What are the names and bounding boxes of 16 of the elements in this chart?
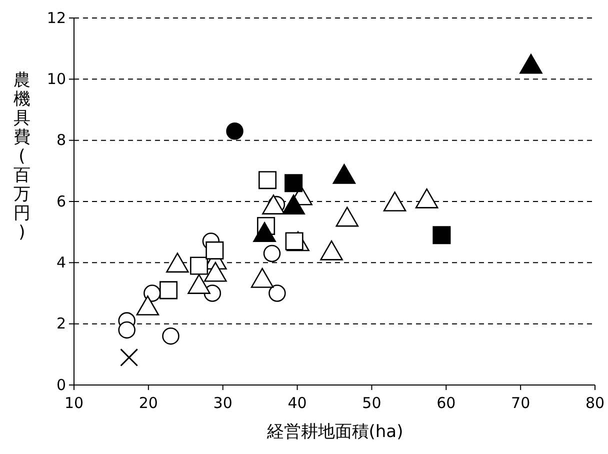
y-tick-label: 6	[56, 192, 66, 210]
x-tick-label: 80	[585, 394, 605, 412]
y-tick-label: 10	[46, 70, 66, 88]
y-tick-label: 12	[46, 8, 66, 27]
x-tick-label: 40	[288, 394, 307, 412]
x-tick-label: 60	[436, 394, 456, 412]
y-tick-label: 8	[56, 131, 66, 150]
x-tick-label: 70	[511, 394, 530, 412]
x-tick-label: 20	[138, 394, 158, 412]
y-tick-label: 4	[56, 253, 66, 272]
y-tick-label: 2	[56, 314, 66, 333]
text: 農機具費(百万円)	[14, 70, 30, 242]
x-axis-title: 経営耕地面積(ha)	[266, 422, 404, 442]
x-tick-label: 30	[213, 394, 232, 412]
x-tick-label: 50	[362, 394, 382, 412]
y-tick-label: 0	[56, 376, 66, 394]
